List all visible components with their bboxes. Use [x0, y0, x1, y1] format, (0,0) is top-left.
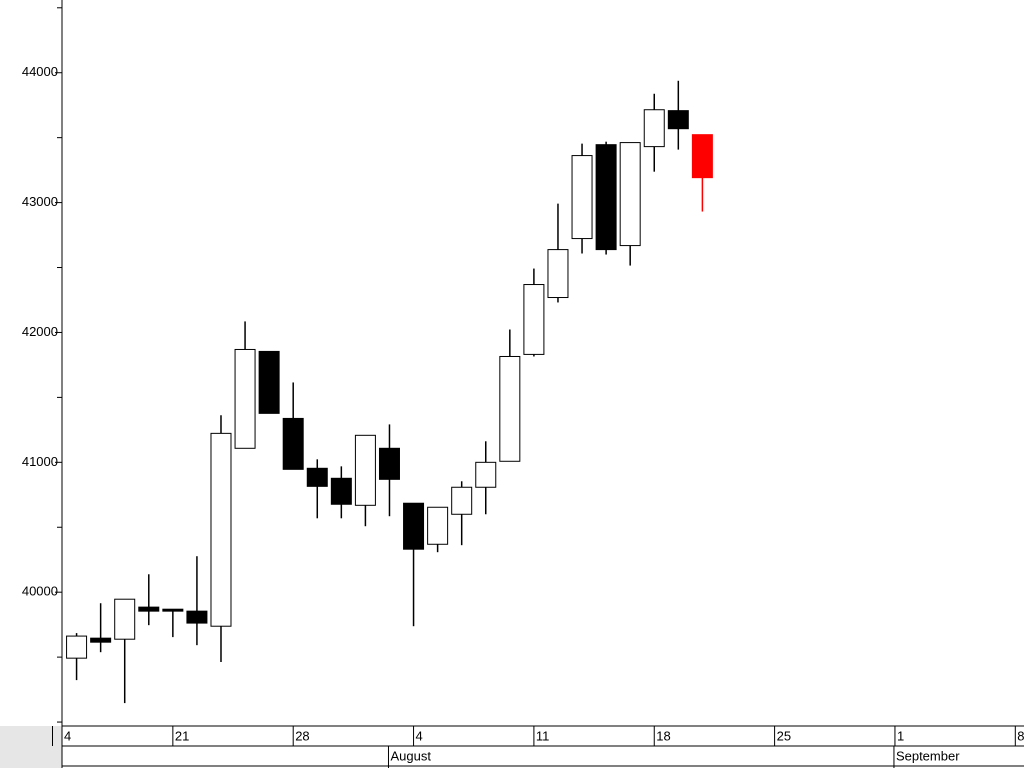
candle-body	[378, 447, 400, 480]
y-tick-label: 42000	[22, 324, 58, 339]
x-tick-label: 11	[536, 728, 550, 743]
candle-body	[330, 477, 352, 505]
candle-body	[90, 637, 112, 643]
y-tick-label: 40000	[22, 584, 58, 599]
candle-body	[234, 348, 256, 449]
x-tick-label: 4	[64, 728, 71, 743]
y-tick-label: 43000	[22, 194, 58, 209]
candle-body	[354, 434, 376, 506]
month-label: August	[390, 748, 431, 763]
candle-body	[571, 155, 593, 240]
plot-area	[66, 80, 713, 704]
candle-body	[66, 635, 88, 659]
candle-body	[210, 432, 232, 627]
x-tick-label: 18	[656, 728, 670, 743]
candle-body	[643, 109, 665, 148]
x-tick-label: 4	[416, 728, 423, 743]
candle-body	[138, 606, 160, 612]
candle-body	[306, 467, 328, 487]
candle-body	[547, 249, 569, 299]
candle-body	[427, 506, 449, 545]
candle-body	[114, 598, 136, 640]
candle-body	[499, 355, 521, 462]
candle-body	[403, 502, 425, 550]
x-tick-label: 1	[897, 728, 904, 743]
corner	[0, 726, 62, 768]
x-tick-label: 8	[1017, 728, 1024, 743]
candle-body	[667, 110, 689, 130]
candle-body	[595, 144, 617, 251]
candle-body	[451, 486, 473, 515]
candle-body	[258, 350, 280, 414]
candle-body	[691, 134, 713, 179]
y-tick-label: 41000	[22, 454, 58, 469]
candle-body	[186, 610, 208, 624]
month-label: September	[896, 748, 960, 763]
y-tick-label: 44000	[22, 64, 58, 79]
x-tick-label: 28	[295, 728, 309, 743]
x-tick-label: 25	[777, 728, 791, 743]
x-tick-label: 21	[175, 728, 189, 743]
candle-body	[162, 608, 184, 612]
candle-body	[282, 417, 304, 470]
candle-body	[619, 142, 641, 247]
candle-body	[475, 461, 497, 488]
candle-body	[523, 284, 545, 355]
